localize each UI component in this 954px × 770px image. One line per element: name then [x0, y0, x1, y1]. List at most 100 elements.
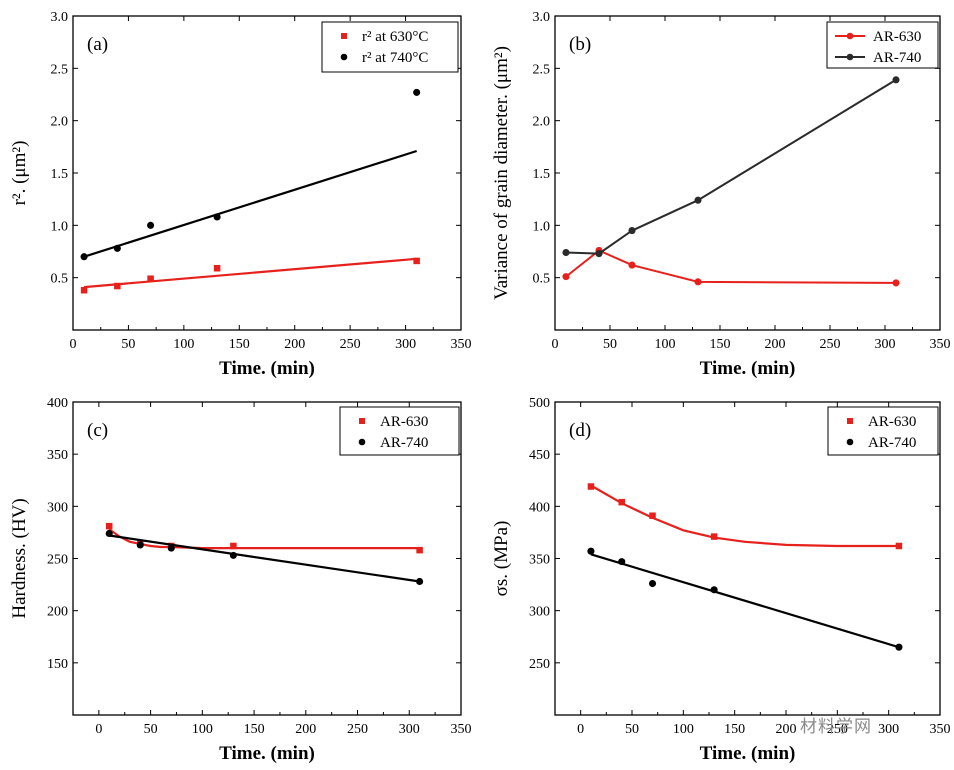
data-point	[649, 512, 656, 519]
panel-label: (c)	[87, 420, 108, 441]
y-tick-label: 450	[529, 448, 550, 463]
x-axis-label: Time. (min)	[219, 358, 315, 379]
y-axis-label: Hardness. (HV)	[9, 498, 30, 618]
x-tick-label: 300	[875, 337, 896, 352]
series-red	[562, 246, 900, 287]
watermark-text: 材料学网	[800, 717, 872, 737]
data-point	[562, 273, 570, 281]
chart-panel-a: 0 50 100 150 200 250 300 350 0.5 1.0 1.5 2.0 2.5 3.0 T…	[9, 10, 472, 379]
data-point	[694, 278, 702, 286]
chart-panel-c: 0 50 100 150 200 250 300 350 150 200 250 300 350 400 T…	[9, 396, 472, 764]
x-axis-label: Time. (min)	[219, 743, 315, 764]
fit-line	[83, 149, 418, 258]
y-tick-label: 300	[47, 500, 68, 515]
x-tick-label: 350	[930, 722, 951, 737]
panel-label: (b)	[569, 34, 591, 55]
legend: AR-630 AR-740	[826, 21, 939, 69]
y-tick-label: 300	[529, 605, 550, 620]
legend-label: AR-740	[873, 50, 921, 66]
y-tick-label: 200	[47, 605, 68, 620]
series-black	[105, 529, 424, 586]
series-red	[80, 257, 420, 294]
series-line	[565, 249, 897, 284]
x-tick-label: 350	[930, 337, 951, 352]
fit-line	[84, 257, 417, 289]
legend-label: r² at 740°C	[362, 50, 428, 66]
legend: AR-630 AR-740	[827, 406, 939, 456]
y-tick-label: 400	[47, 396, 68, 411]
x-tick-label: 0	[577, 722, 584, 737]
data-point	[230, 542, 237, 550]
data-point	[213, 264, 221, 272]
x-tick-label: 50	[625, 722, 639, 737]
legend-marker	[846, 32, 854, 40]
legend: r² at 630°C r² at 740°C	[321, 21, 459, 73]
y-tick-label: 400	[529, 500, 550, 515]
legend-label: AR-630	[380, 414, 428, 430]
data-point	[213, 213, 221, 221]
fit-line	[108, 528, 420, 550]
data-point	[416, 577, 424, 586]
legend-label: AR-740	[380, 435, 428, 451]
data-point	[895, 542, 903, 550]
y-tick-label: 2.0	[533, 115, 551, 130]
x-tick-label: 100	[673, 722, 694, 737]
series-red	[105, 522, 423, 554]
data-point	[136, 541, 144, 549]
x-tick-label: 200	[295, 722, 316, 737]
data-point	[229, 551, 237, 559]
chart-panel-d: 0 50 100 150 200 250 300 350 250 300 350 400 450 500 T…	[491, 396, 951, 764]
chart-panel-b: 0 50 100 150 200 250 300 350 0.5 1.0 1.5 2.0 2.5 3.0 T…	[491, 10, 951, 379]
data-point	[648, 579, 657, 588]
x-tick-label: 50	[121, 337, 135, 352]
x-tick-label: 150	[244, 722, 265, 737]
data-point	[80, 286, 88, 294]
y-tick-label: 2.0	[51, 115, 69, 130]
y-tick-label: 3.0	[533, 10, 551, 25]
data-point	[595, 250, 603, 258]
x-tick-label: 150	[229, 337, 250, 352]
legend-label: AR-740	[868, 435, 916, 451]
data-point	[167, 544, 175, 552]
legend-marker	[341, 33, 347, 39]
y-axis-label: Variance of grain diameter. (μm²)	[491, 46, 512, 300]
y-tick-label: 350	[47, 448, 68, 463]
fit-line	[590, 553, 900, 649]
legend-marker	[359, 418, 365, 424]
data-point	[587, 547, 595, 555]
y-tick-label: 3.0	[51, 10, 69, 25]
series-black	[587, 547, 903, 651]
y-tick-label: 1.5	[51, 167, 69, 182]
data-point	[892, 279, 900, 287]
legend-label: AR-630	[868, 414, 916, 430]
data-point	[628, 261, 636, 269]
data-point	[80, 253, 88, 261]
data-point	[618, 558, 626, 566]
data-point	[892, 76, 900, 84]
y-axis-label: r². (μm²)	[9, 141, 30, 206]
legend-marker	[358, 438, 366, 446]
x-tick-label: 250	[347, 722, 368, 737]
legend-box	[826, 21, 939, 69]
y-tick-label: 1.0	[51, 219, 69, 234]
data-point	[562, 248, 570, 257]
x-tick-label: 150	[724, 722, 745, 737]
y-tick-label: 250	[47, 553, 68, 568]
x-tick-label: 300	[395, 337, 416, 352]
data-point	[147, 275, 154, 282]
x-tick-label: 200	[284, 337, 305, 352]
data-point	[105, 529, 113, 538]
data-point	[413, 88, 421, 96]
x-tick-label: 0	[95, 722, 102, 737]
x-tick-label: 250	[340, 337, 361, 352]
legend-label: AR-630	[873, 29, 921, 45]
legend-box	[321, 21, 459, 73]
data-point	[113, 244, 121, 252]
legend-marker	[340, 53, 348, 61]
data-point	[694, 196, 702, 204]
y-tick-label: 2.5	[51, 62, 69, 77]
y-tick-label: 150	[47, 657, 68, 672]
panel-label: (d)	[569, 420, 591, 441]
x-tick-label: 0	[552, 337, 559, 352]
